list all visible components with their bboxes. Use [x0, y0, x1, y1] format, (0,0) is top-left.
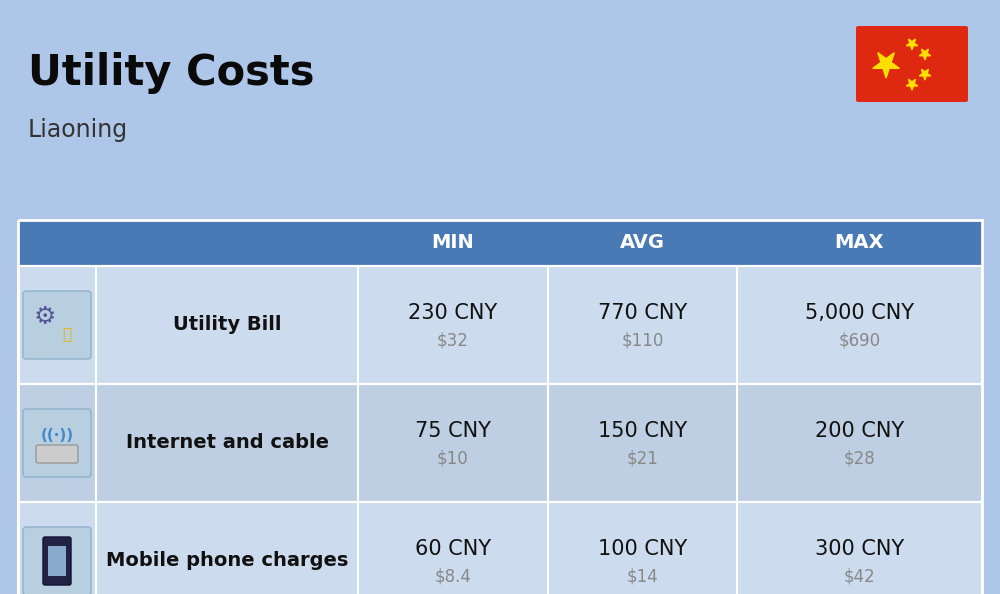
FancyBboxPatch shape	[18, 266, 982, 384]
Text: Mobile phone charges: Mobile phone charges	[106, 551, 348, 570]
FancyBboxPatch shape	[23, 527, 91, 594]
FancyBboxPatch shape	[23, 409, 91, 477]
Text: Utility Costs: Utility Costs	[28, 52, 314, 94]
Text: MIN: MIN	[432, 233, 474, 252]
Text: Liaoning: Liaoning	[28, 118, 128, 142]
Text: Internet and cable: Internet and cable	[126, 434, 328, 453]
Polygon shape	[906, 39, 918, 50]
Text: 300 CNY: 300 CNY	[815, 539, 904, 559]
Text: 5,000 CNY: 5,000 CNY	[805, 303, 914, 323]
Text: 230 CNY: 230 CNY	[408, 303, 498, 323]
Text: Utility Bill: Utility Bill	[173, 315, 281, 334]
FancyBboxPatch shape	[856, 26, 968, 102]
FancyBboxPatch shape	[18, 220, 982, 266]
FancyBboxPatch shape	[18, 502, 982, 594]
Text: 🔋: 🔋	[62, 327, 72, 343]
Text: ⚙: ⚙	[34, 305, 56, 329]
Text: $32: $32	[437, 332, 469, 350]
Text: $14: $14	[627, 568, 658, 586]
Text: 100 CNY: 100 CNY	[598, 539, 687, 559]
Text: 200 CNY: 200 CNY	[815, 421, 904, 441]
Text: $110: $110	[621, 332, 664, 350]
FancyBboxPatch shape	[18, 384, 982, 502]
Text: 770 CNY: 770 CNY	[598, 303, 687, 323]
Text: 60 CNY: 60 CNY	[415, 539, 491, 559]
Polygon shape	[873, 53, 899, 78]
FancyBboxPatch shape	[23, 291, 91, 359]
FancyBboxPatch shape	[36, 445, 78, 463]
Text: $42: $42	[844, 568, 875, 586]
Polygon shape	[919, 49, 931, 60]
Text: $21: $21	[627, 450, 658, 468]
Text: $8.4: $8.4	[435, 568, 471, 586]
Text: $28: $28	[844, 450, 875, 468]
Text: $10: $10	[437, 450, 469, 468]
Text: 75 CNY: 75 CNY	[415, 421, 491, 441]
Text: MAX: MAX	[835, 233, 884, 252]
Text: ((·)): ((·))	[40, 428, 74, 443]
FancyBboxPatch shape	[48, 546, 66, 576]
Text: AVG: AVG	[620, 233, 665, 252]
FancyBboxPatch shape	[43, 537, 71, 585]
Polygon shape	[919, 69, 931, 80]
Polygon shape	[906, 80, 918, 90]
Text: 150 CNY: 150 CNY	[598, 421, 687, 441]
Text: $690: $690	[838, 332, 881, 350]
